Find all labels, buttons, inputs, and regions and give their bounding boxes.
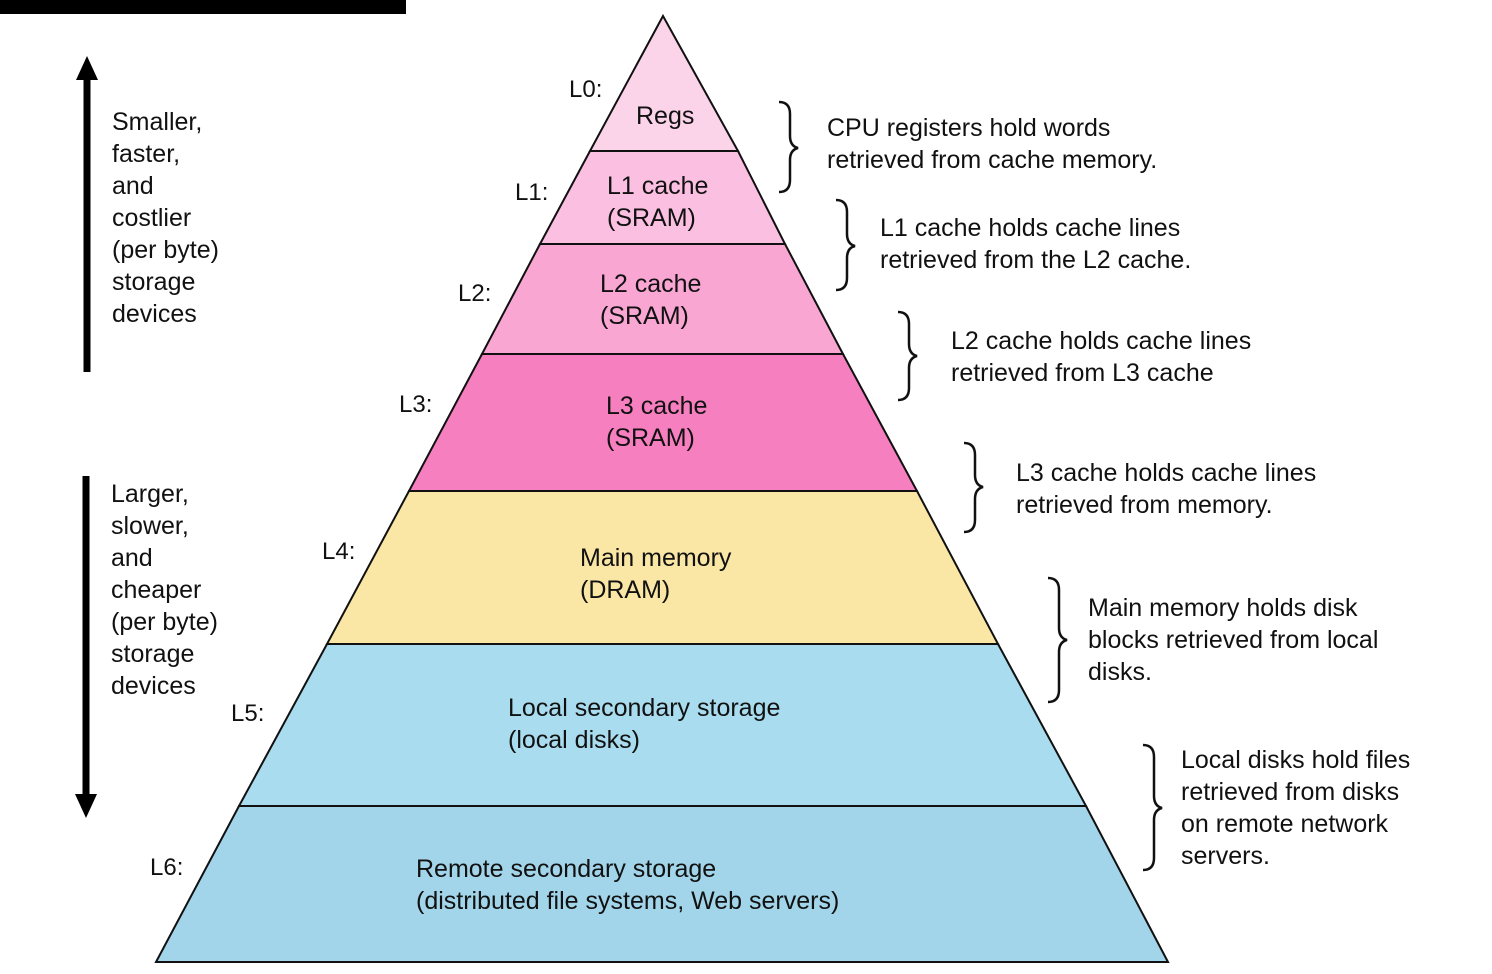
level-marker-l1: L1: (515, 179, 549, 206)
level-marker-l3: L3: (399, 391, 433, 418)
tier-label-l1: L1 cache (SRAM) (607, 172, 709, 232)
level-marker-l6: L6: (150, 854, 184, 881)
level-marker-l2: L2: (458, 280, 492, 307)
brace-l1 (835, 198, 856, 292)
tier-label-main-memory: Main memory (DRAM) (580, 544, 732, 604)
level-marker-l0: L0: (569, 76, 603, 103)
side-label-larger-slower: Larger, slower, and cheaper (per byte) s… (111, 480, 218, 700)
description-l0: CPU registers hold words retrieved from … (827, 114, 1158, 174)
tier-remote-storage (154, 805, 1170, 963)
description-l2: L2 cache holds cache lines retrieved fro… (951, 327, 1252, 387)
up-arrow (76, 56, 98, 372)
description-l5: Local disks hold files retrieved from di… (1181, 746, 1411, 870)
level-marker-l4: L4: (322, 538, 356, 565)
down-arrow (75, 476, 97, 818)
brace-l4 (1047, 576, 1068, 704)
top-black-bar (0, 0, 406, 14)
brace-l3 (963, 441, 984, 534)
tier-label-regs: Regs (636, 102, 695, 130)
tier-label-l2: L2 cache (SRAM) (600, 270, 702, 330)
description-l3: L3 cache holds cache lines retrieved fro… (1016, 459, 1317, 519)
brace-l2 (897, 310, 918, 402)
level-marker-l5: L5: (231, 700, 265, 727)
tier-label-remote-storage: Remote secondary storage (distributed fi… (416, 855, 840, 915)
tier-label-local-storage: Local secondary storage (local disks) (508, 694, 781, 754)
brace-l5 (1142, 743, 1163, 872)
brace-l0 (778, 100, 799, 194)
description-l4: Main memory holds disk blocks retrieved … (1088, 594, 1379, 686)
description-l1: L1 cache holds cache lines retrieved fro… (880, 214, 1192, 274)
tier-label-l3: L3 cache (SRAM) (606, 392, 708, 452)
side-label-smaller-faster: Smaller, faster, and costlier (per byte)… (112, 108, 219, 328)
